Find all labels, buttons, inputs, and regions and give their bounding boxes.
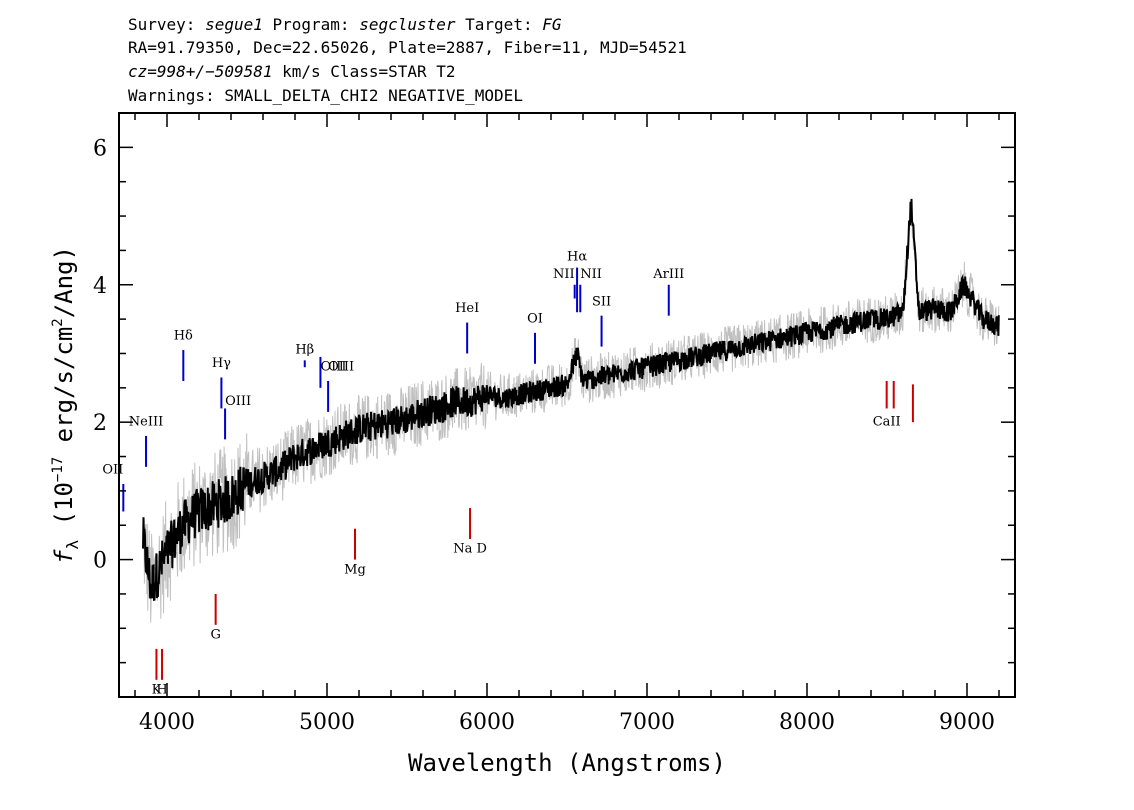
header-block: Survey: segue1 Program: segcluster Targe… <box>128 15 687 105</box>
emission-line-label: Hα <box>567 250 587 265</box>
emission-line-label: HeI <box>455 301 479 316</box>
emission-line-label: NII <box>553 267 575 282</box>
plot-area: OIINeIIIHδHγOIIIHβOIIIOIIIHeIOINIIHαNIIS… <box>93 112 1016 735</box>
absorption-line-label: G <box>210 628 220 643</box>
x-tick-label: 6000 <box>459 710 515 735</box>
absorption-line-label: Mg <box>344 562 366 577</box>
header-survey-part-5: FG <box>542 15 562 34</box>
emission-line-label: OIII <box>225 394 251 409</box>
y-axis-title: fλ (10−17 erg/s/cm2/Ang) <box>50 246 82 564</box>
x-tick-label: 7000 <box>619 710 675 735</box>
plot-frame <box>118 112 1016 698</box>
emission-line-label: OII <box>102 463 123 478</box>
y-axis-title-part-2: (10 <box>50 482 78 540</box>
header-redshift-part-1: km/s Class=STAR T2 <box>273 62 456 81</box>
emission-line-label: Hδ <box>174 329 193 344</box>
y-axis-title-part-5: 2 <box>50 318 66 326</box>
emission-line-label: ArIII <box>652 267 684 282</box>
header-survey-part-1: segue1 <box>205 15 263 34</box>
x-tick-label: 8000 <box>779 710 835 735</box>
y-tick-label: 0 <box>93 549 107 574</box>
y-axis-title-part-0: f <box>50 549 78 564</box>
x-axis-title: Wavelength (Angstroms) <box>408 749 726 777</box>
axis-ticks: 4000 5000 6000 7000 8000 9000 0 2 4 6 <box>93 112 1015 735</box>
y-axis-title-part-4: erg/s/cm <box>50 327 78 457</box>
emission-line-label: NeIII <box>129 415 163 430</box>
absorption-line-label: CaII <box>873 415 901 430</box>
emission-line-label: OIII <box>320 360 346 375</box>
y-tick-label: 6 <box>93 136 107 161</box>
absorption-line-label: Na D <box>453 542 487 557</box>
emission-line-label: NII <box>580 267 602 282</box>
header-redshift-part-0: cz=998+/−509581 <box>128 62 273 81</box>
emission-line-label: Hβ <box>295 342 314 357</box>
header-survey-part-3: segcluster <box>359 15 456 34</box>
absorption-line-label: H <box>156 683 167 698</box>
emission-line-label: OIII <box>328 360 354 375</box>
smoothed-flux-line <box>142 198 1000 602</box>
emission-line-label: SII <box>592 294 611 309</box>
emission-line-label: Hγ <box>212 356 231 371</box>
spectral-line-markers: OIINeIIIHδHγOIIIHβOIIIOIIIHeIOINIIHαNIIS… <box>102 250 914 698</box>
header-survey-part-2: Program: <box>263 15 359 34</box>
x-tick-label: 5000 <box>299 710 355 735</box>
y-tick-label: 2 <box>93 411 107 436</box>
header-line-warnings: Warnings: SMALL_DELTA_CHI2 NEGATIVE_MODE… <box>128 86 523 105</box>
header-survey-part-0: Survey: <box>128 15 205 34</box>
emission-line-label: OI <box>527 312 543 327</box>
y-axis-title-part-3: −17 <box>50 457 66 482</box>
header-line-coordinates: RA=91.79350, Dec=22.65026, Plate=2887, F… <box>128 38 687 57</box>
header-survey-part-4: Target: <box>456 15 543 34</box>
y-axis-title-part-6: /Ang) <box>50 246 78 318</box>
y-axis-title-part-1: λ <box>63 540 82 550</box>
x-tick-label: 4000 <box>139 710 195 735</box>
header-line-survey: Survey: segue1 Program: segcluster Targe… <box>128 15 562 34</box>
header-line-redshift: cz=998+/−509581 km/s Class=STAR T2 <box>128 62 456 81</box>
smoothed-flux-series <box>142 198 1000 602</box>
y-tick-label: 4 <box>93 274 107 299</box>
absorption-line-label: K <box>152 683 162 698</box>
x-tick-label: 9000 <box>939 710 995 735</box>
